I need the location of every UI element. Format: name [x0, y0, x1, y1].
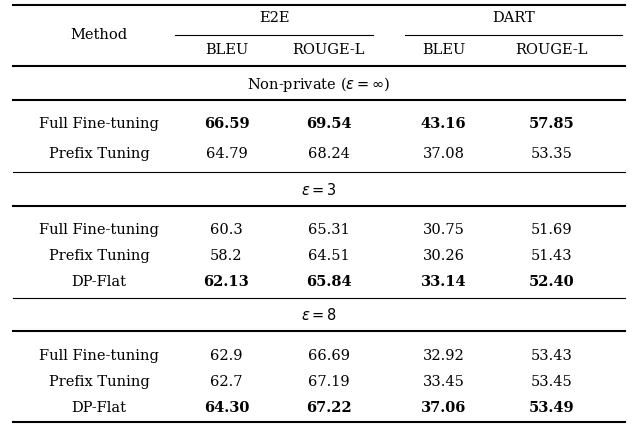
Text: 43.16: 43.16 — [420, 117, 466, 131]
Text: 64.51: 64.51 — [308, 249, 350, 263]
Text: Method: Method — [70, 28, 128, 42]
Text: ROUGE-L: ROUGE-L — [292, 43, 365, 57]
Text: BLEU: BLEU — [205, 43, 248, 57]
Text: Full Fine-tuning: Full Fine-tuning — [39, 223, 159, 237]
Text: 53.43: 53.43 — [531, 349, 573, 363]
Text: 37.08: 37.08 — [422, 147, 464, 161]
Text: 53.35: 53.35 — [531, 147, 573, 161]
Text: $\epsilon = 8$: $\epsilon = 8$ — [301, 307, 337, 323]
Text: 32.92: 32.92 — [422, 349, 464, 363]
Text: 33.45: 33.45 — [422, 375, 464, 389]
Text: 69.54: 69.54 — [306, 117, 352, 131]
Text: Prefix Tuning: Prefix Tuning — [48, 375, 149, 389]
Text: Non-private ($\epsilon = \infty$): Non-private ($\epsilon = \infty$) — [248, 74, 390, 93]
Text: 64.79: 64.79 — [205, 147, 248, 161]
Text: 51.69: 51.69 — [531, 223, 573, 237]
Text: 37.06: 37.06 — [420, 401, 466, 415]
Text: 66.59: 66.59 — [204, 117, 249, 131]
Text: 62.13: 62.13 — [204, 275, 249, 289]
Text: 53.49: 53.49 — [529, 401, 575, 415]
Text: DART: DART — [492, 11, 535, 25]
Text: 30.26: 30.26 — [422, 249, 464, 263]
Text: Full Fine-tuning: Full Fine-tuning — [39, 117, 159, 131]
Text: $\epsilon = 3$: $\epsilon = 3$ — [301, 182, 337, 198]
Text: 62.7: 62.7 — [211, 375, 242, 389]
Text: DP-Flat: DP-Flat — [71, 275, 126, 289]
Text: 60.3: 60.3 — [210, 223, 243, 237]
Text: 64.30: 64.30 — [204, 401, 249, 415]
Text: E2E: E2E — [259, 11, 290, 25]
Text: Prefix Tuning: Prefix Tuning — [48, 249, 149, 263]
Text: 52.40: 52.40 — [529, 275, 575, 289]
Text: 66.69: 66.69 — [308, 349, 350, 363]
Text: ROUGE-L: ROUGE-L — [516, 43, 588, 57]
Text: BLEU: BLEU — [422, 43, 465, 57]
Text: 51.43: 51.43 — [531, 249, 573, 263]
Text: DP-Flat: DP-Flat — [71, 401, 126, 415]
Text: Full Fine-tuning: Full Fine-tuning — [39, 349, 159, 363]
Text: Prefix Tuning: Prefix Tuning — [48, 147, 149, 161]
Text: 67.19: 67.19 — [308, 375, 350, 389]
Text: 57.85: 57.85 — [529, 117, 575, 131]
Text: 65.84: 65.84 — [306, 275, 352, 289]
Text: 30.75: 30.75 — [422, 223, 464, 237]
Text: 33.14: 33.14 — [420, 275, 466, 289]
Text: 68.24: 68.24 — [308, 147, 350, 161]
Text: 53.45: 53.45 — [531, 375, 573, 389]
Text: 67.22: 67.22 — [306, 401, 352, 415]
Text: 58.2: 58.2 — [211, 249, 242, 263]
Text: 62.9: 62.9 — [211, 349, 242, 363]
Text: 65.31: 65.31 — [308, 223, 350, 237]
